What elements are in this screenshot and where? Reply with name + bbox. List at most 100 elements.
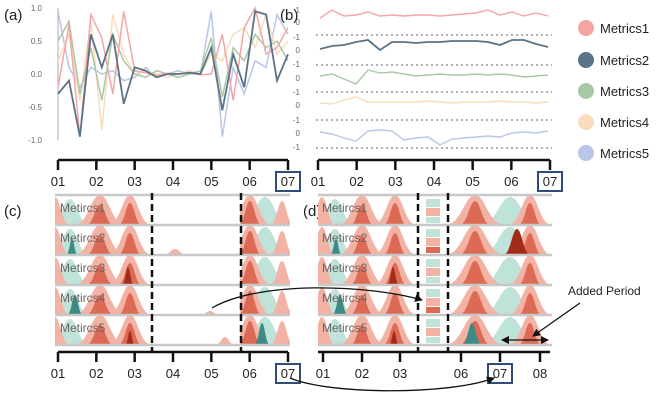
panel-a-ytick: -0.5 (28, 103, 42, 112)
panel-c-pos-band (55, 257, 70, 285)
panel-a-tick-label: 05 (204, 174, 218, 189)
panel-c-tick-label: 02 (89, 366, 103, 381)
panel-c-pos-band (55, 287, 70, 315)
panel-d-pos-band (459, 291, 491, 315)
panel-c-pos-band (86, 205, 114, 225)
panel-d-compressed-cell (426, 277, 440, 283)
panel-c-pos-band (86, 295, 114, 315)
panel-c-pos-band (238, 261, 262, 285)
panel-c-dark-band (122, 267, 134, 285)
panel-c-pos-band (118, 203, 142, 225)
panel-d-pos-band (518, 203, 542, 225)
panel-d-pos-band (383, 233, 407, 255)
panel-b-series-line (319, 9, 549, 19)
panel-a-ytick: 1.0 (31, 4, 43, 13)
panel-d-tick-label: 03 (393, 366, 407, 381)
panel-d-compressed-cell (426, 268, 440, 276)
panel-d-compressed-cell (426, 208, 440, 216)
panel-label-a: (a) (4, 7, 22, 24)
panel-b-ytick: 0 (296, 101, 301, 110)
panel-c-dark-band (125, 331, 135, 345)
legend-label: Metrics5 (600, 146, 649, 161)
panel-a-ytick: 0.5 (31, 37, 43, 46)
panel-c-pos-band (270, 291, 290, 315)
panel-c-row-label: Metircs2 (60, 231, 106, 245)
panel-d-row-label: Metircs4 (322, 291, 368, 305)
panel-d-pos-band (459, 231, 491, 255)
panel-a-ytick: -1.0 (28, 136, 42, 145)
panel-d-pos-band (350, 295, 374, 315)
legend-label: Metrics1 (600, 21, 649, 36)
panel-c-neg-dark-band (254, 323, 270, 345)
panel-d-pos-band (518, 293, 542, 315)
panel-d-pos-band (318, 257, 336, 285)
annotations: Added Period (211, 284, 641, 392)
period-arrow (289, 376, 495, 392)
panel-a-tick-label: 04 (166, 174, 180, 189)
panel-a-line-chart: 1.00.50.0-0.5-1.001 02 03 04 05 06 07 (28, 4, 301, 192)
panel-a-tick-label: 07 (281, 174, 295, 189)
panel-d-pos-band (383, 203, 407, 225)
panel-a-tick-label: 01 (51, 174, 65, 189)
panel-d-compressed-cell (426, 259, 440, 267)
panel-d-compressed-cell (426, 289, 440, 297)
panel-b-tick-label: 03 (388, 174, 402, 189)
panel-b-series-line (319, 69, 549, 85)
panel-c-tick-label: 03 (127, 366, 141, 381)
panel-c-row-label: Metircs1 (60, 201, 106, 215)
legend-swatch (578, 145, 594, 161)
legend-swatch (578, 52, 594, 68)
panel-b-tick-label: 06 (504, 174, 518, 189)
panel-b-ytick: 0 (296, 74, 301, 83)
panel-b-ytick: -1 (293, 88, 301, 97)
panel-d-highlight-box (487, 363, 513, 384)
panel-a-tick-label: 06 (242, 174, 256, 189)
panel-d-pos-band (459, 261, 491, 285)
panel-d-pos-band (383, 293, 407, 315)
panel-d-compressed-cell (426, 298, 440, 306)
panel-c-pos-band (55, 227, 70, 255)
panel-b-ytick: -1 (293, 60, 301, 69)
panel-b-ytick: -1 (293, 143, 301, 152)
panel-d-row-label: Metircs3 (322, 261, 368, 275)
panel-d-row-label: Metircs1 (322, 201, 368, 215)
panel-c-bands (55, 195, 290, 345)
panel-c-pos-band (270, 231, 290, 255)
panel-c-pos-band (118, 233, 142, 255)
panel-b-highlight-box (537, 171, 563, 192)
panel-label-d: (d) (303, 203, 321, 220)
panel-b-tick-label: 05 (465, 174, 479, 189)
panel-b-ytick: 0 (296, 129, 301, 138)
panel-c-pos-band (238, 291, 262, 315)
panel-d-compressed-cell (426, 199, 440, 207)
panel-d-pos-band (318, 317, 336, 345)
panel-d-neg-dark-band (330, 239, 342, 255)
panel-c-pos-band (86, 235, 114, 255)
legend-swatch (578, 20, 594, 36)
panel-d-tick-label: 01 (316, 366, 330, 381)
panel-d-pos-band (350, 265, 374, 285)
panel-d-pos-band (318, 227, 336, 255)
panel-c-tick-label: 01 (51, 366, 65, 381)
panel-c-neg-dark-band (67, 295, 83, 315)
panel-d-compressed-cell (426, 247, 440, 253)
panel-c-pos-band (238, 321, 262, 345)
panel-d-neg-dark-band (332, 295, 348, 315)
panel-d-row-label: Metircs5 (322, 321, 368, 335)
added-period-label: Added Period (568, 284, 641, 298)
panel-d-tick-label: 07 (493, 366, 507, 381)
panel-a-ytick: 0.0 (31, 70, 43, 79)
panel-d-tick-label: 08 (533, 366, 547, 381)
panel-c-pos-band (55, 317, 70, 345)
panel-c-row-label: Metircs3 (60, 261, 106, 275)
panel-d-compressed-cell (426, 229, 440, 237)
panel-b-ytick: 0 (296, 18, 301, 27)
panel-d-dark-band (389, 331, 399, 345)
legend-swatch (578, 83, 594, 99)
panel-b-tick-label: 07 (543, 174, 557, 189)
panel-c-tick-label: 04 (166, 366, 180, 381)
panel-c-tick-label: 07 (281, 366, 295, 381)
panel-d-pos-band (350, 205, 374, 225)
panel-b-ytick: -1 (293, 116, 301, 125)
panel-d-pos-band (350, 235, 374, 255)
